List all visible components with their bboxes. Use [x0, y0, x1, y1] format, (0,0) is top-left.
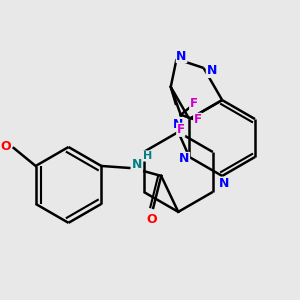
Text: N: N	[132, 158, 142, 172]
Text: N: N	[173, 118, 183, 130]
Text: F: F	[194, 113, 202, 126]
Text: F: F	[177, 123, 185, 136]
Text: N: N	[219, 177, 230, 190]
Text: N: N	[176, 50, 187, 62]
Text: N: N	[206, 64, 217, 77]
Text: O: O	[146, 213, 157, 226]
Text: O: O	[0, 140, 11, 152]
Text: N: N	[179, 152, 190, 166]
Text: H: H	[142, 151, 152, 161]
Text: F: F	[190, 97, 198, 110]
